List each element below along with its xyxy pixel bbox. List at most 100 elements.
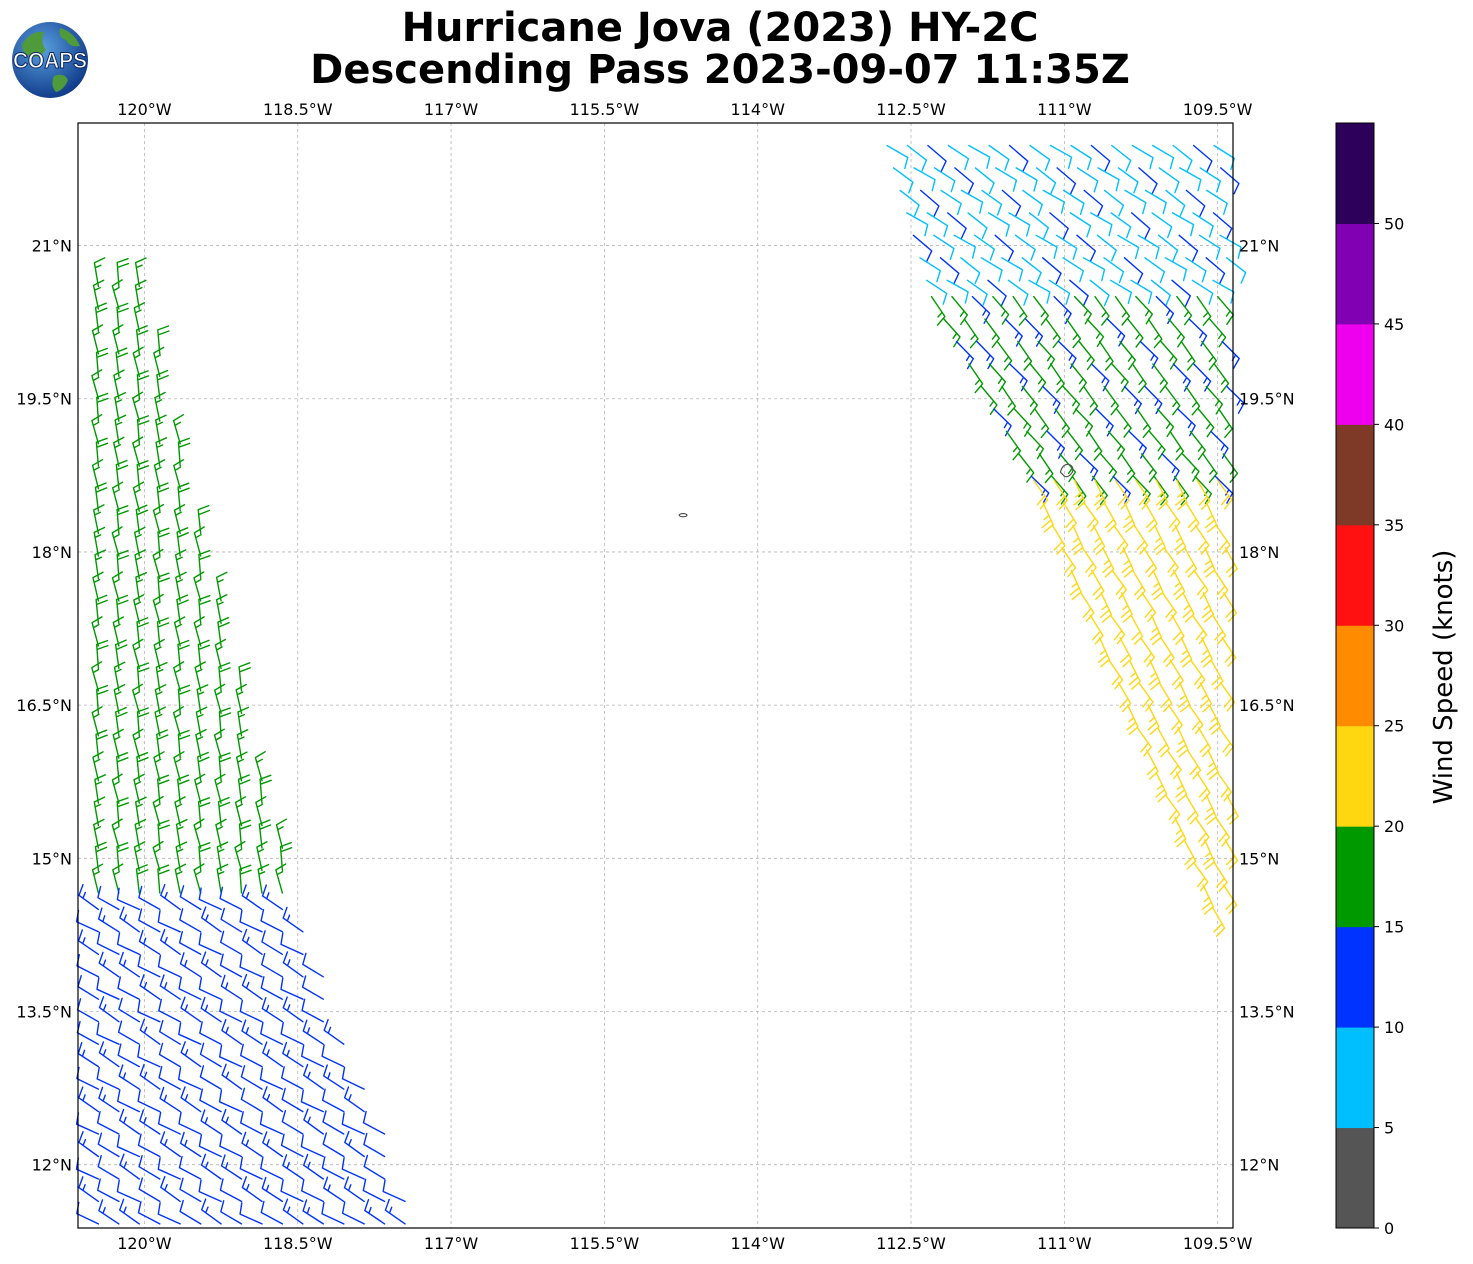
wind-barb	[1186, 749, 1202, 780]
wind-barb	[300, 1134, 324, 1158]
wind-barb	[1222, 884, 1238, 915]
wind-barb	[155, 414, 167, 445]
wind-barb	[947, 144, 970, 171]
wind-barb	[159, 1086, 181, 1113]
wind-barb	[341, 1112, 365, 1135]
wind-barb	[214, 683, 226, 714]
wind-barb	[1213, 144, 1235, 170]
wind-barb	[137, 954, 161, 978]
wind-barb	[1223, 592, 1238, 623]
wind-barb	[173, 504, 186, 535]
wind-barb	[117, 1043, 140, 1068]
wind-barb	[282, 1198, 304, 1225]
wind-barb	[96, 977, 120, 1000]
wind-barb	[1094, 479, 1107, 511]
wind-barb	[152, 593, 164, 625]
wind-barb	[1028, 212, 1049, 239]
wind-barb	[1128, 659, 1141, 690]
wind-barb	[1053, 295, 1072, 325]
wind-barb	[1042, 257, 1062, 285]
wind-barb	[219, 1044, 243, 1068]
wind-barb	[180, 1086, 202, 1113]
wind-barb	[1083, 502, 1099, 532]
colorbar-tick-label: 50	[1384, 214, 1404, 233]
wind-barb	[153, 459, 166, 490]
wind-barb	[280, 932, 304, 955]
wind-barb	[1103, 385, 1119, 416]
wind-barb	[1083, 189, 1104, 217]
wind-barb	[134, 818, 147, 849]
wind-barb	[302, 1019, 324, 1045]
wind-barb	[1097, 637, 1111, 668]
wind-barb	[1191, 614, 1208, 645]
wind-barb	[1139, 340, 1159, 369]
wind-barb	[1097, 167, 1120, 192]
wind-barb	[280, 977, 304, 1000]
lon-tick-label-bottom: 111°W	[1037, 1234, 1092, 1253]
wind-barb	[197, 751, 210, 782]
island-socorro	[1059, 463, 1074, 478]
wind-barb	[1017, 340, 1033, 371]
wind-barb	[113, 436, 125, 467]
wind-barb	[234, 796, 247, 827]
wind-barb	[1155, 295, 1175, 325]
wind-barb	[987, 279, 1007, 307]
wind-barb	[1069, 569, 1082, 601]
colorbar-segment	[1336, 1027, 1374, 1129]
wind-barb	[179, 952, 202, 978]
wind-barb	[1181, 453, 1200, 482]
wind-barb	[1029, 144, 1051, 171]
wind-barb	[1161, 592, 1177, 622]
wind-barb	[135, 796, 147, 827]
wind-barb	[946, 279, 969, 304]
wind-barb	[258, 819, 272, 849]
colorbar-segment	[1336, 926, 1374, 1028]
wind-barb	[75, 1112, 100, 1135]
wind-barb	[219, 953, 243, 978]
wind-barb	[241, 1176, 263, 1203]
wind-barb	[1121, 547, 1134, 578]
wind-barb	[113, 369, 125, 400]
islands	[678, 463, 1074, 518]
wind-barb	[219, 999, 243, 1023]
wind-barb	[216, 863, 229, 894]
wind-barb	[1065, 318, 1082, 349]
wind-barb	[1042, 189, 1065, 214]
wind-barb	[119, 1108, 140, 1135]
wind-barb	[1094, 295, 1110, 326]
wind-barb	[1117, 681, 1132, 713]
lon-tick-label-bottom: 115.5°W	[570, 1234, 640, 1253]
wind-barb	[281, 1110, 304, 1135]
wind-barb	[1096, 234, 1117, 262]
wind-barb	[1165, 502, 1181, 532]
wind-barb	[78, 1176, 100, 1203]
wind-barb	[1226, 385, 1245, 414]
wind-barb	[1176, 295, 1193, 326]
wind-barb	[91, 706, 103, 737]
wind-barb	[363, 1132, 386, 1158]
wind-barb	[1197, 408, 1215, 438]
wind-barb	[158, 1042, 181, 1068]
wind-barb	[241, 928, 263, 955]
wind-barb	[1089, 279, 1110, 307]
lon-tick-label-top: 112.5°W	[876, 100, 946, 119]
wind-barb	[254, 751, 266, 782]
wind-barb	[236, 751, 248, 782]
wind-barb	[91, 863, 104, 894]
wind-barb	[259, 1067, 284, 1090]
wind-barb	[1117, 234, 1140, 260]
wind-barb	[139, 1063, 161, 1090]
wind-barb	[1222, 453, 1239, 483]
wind-barb	[117, 1020, 140, 1045]
wind-barb	[1136, 408, 1152, 439]
wind-barb	[219, 1134, 243, 1158]
wind-barb	[199, 1021, 222, 1045]
wind-barb	[988, 144, 1010, 171]
wind-barb	[201, 906, 222, 933]
wind-barb	[1218, 408, 1233, 439]
wind-barb	[1158, 234, 1179, 262]
wind-barb	[154, 706, 166, 737]
wind-barb	[968, 144, 991, 169]
map-frame	[77, 122, 1234, 1229]
wind-barb	[1053, 479, 1068, 510]
